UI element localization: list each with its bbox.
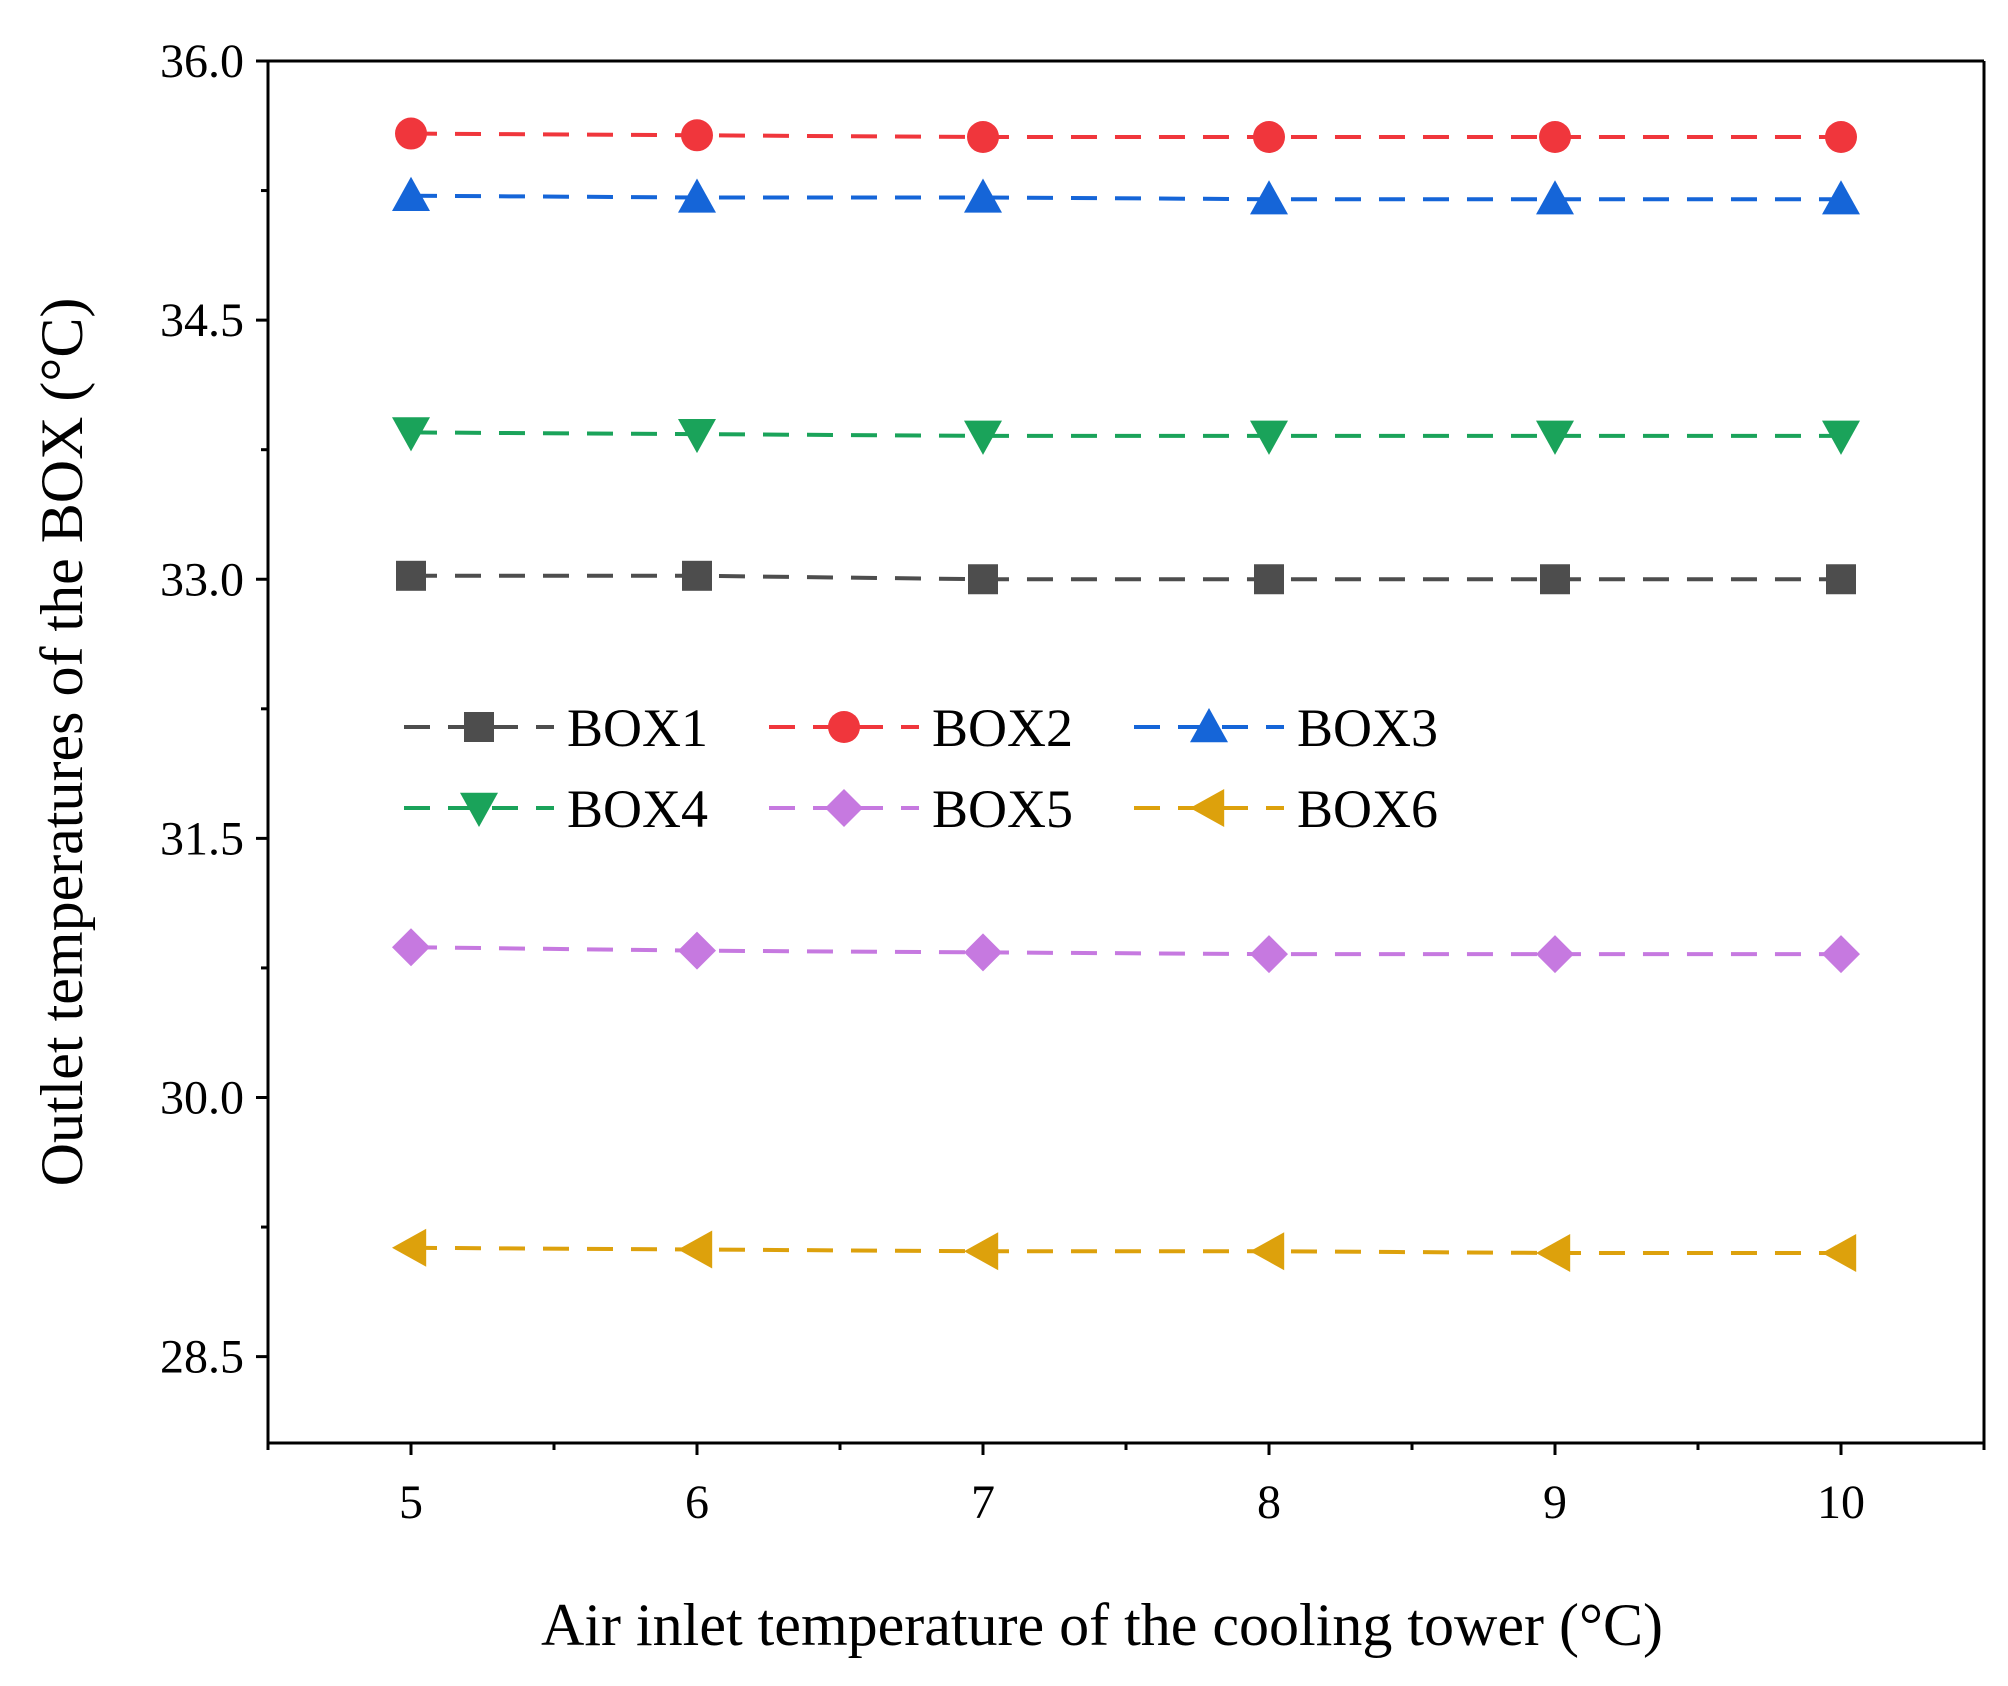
series-line-box5 bbox=[410, 945, 1841, 957]
series-layer bbox=[392, 117, 1860, 1272]
data-point-box6-x5 bbox=[392, 1228, 427, 1267]
data-point-box3-x9 bbox=[1536, 180, 1574, 215]
legend-item-box6: BOX6 bbox=[1134, 779, 1438, 839]
data-point-box4-x6 bbox=[678, 418, 716, 454]
data-point-box3-x5 bbox=[392, 176, 430, 211]
y-axis-title: Outlet temperatures of the BOX (°C) bbox=[29, 298, 95, 1187]
legend-item-box5: BOX5 bbox=[769, 779, 1073, 839]
legend-item-box2: BOX2 bbox=[769, 698, 1073, 758]
x-tick-label: 5 bbox=[399, 1476, 423, 1529]
data-point-box5-x8 bbox=[1250, 935, 1288, 974]
data-point-box4-x10 bbox=[1822, 420, 1860, 455]
series-box4 bbox=[392, 417, 1860, 455]
data-point-box2-x7 bbox=[967, 121, 999, 154]
series-line-box6 bbox=[410, 1245, 1841, 1255]
series-box5 bbox=[392, 928, 1860, 974]
series-box6 bbox=[392, 1228, 1857, 1272]
x-axis-title: Air inlet temperature of the cooling tow… bbox=[541, 1592, 1663, 1658]
axes-layer: 28.5 30.0 31.5 33.0 34.5 36.0 5 6 7 8 9 10 bbox=[160, 35, 1986, 1529]
x-tick-label: 6 bbox=[685, 1476, 709, 1529]
x-tick-label: 9 bbox=[1543, 1476, 1567, 1529]
legend-marker-box6 bbox=[1190, 789, 1225, 827]
data-point-box3-x10 bbox=[1822, 180, 1860, 215]
data-point-box1-x5 bbox=[396, 560, 426, 591]
legend-marker-box3 bbox=[1190, 708, 1228, 743]
data-point-box3-x7 bbox=[964, 178, 1002, 213]
series-line-box1 bbox=[411, 573, 1841, 582]
data-point-box5-x7 bbox=[964, 933, 1002, 972]
data-point-box2-x8 bbox=[1253, 121, 1285, 154]
data-point-box4-x5 bbox=[392, 417, 430, 452]
legend-item-box4: BOX4 bbox=[404, 779, 708, 839]
y-tick-label: 31.5 bbox=[160, 812, 244, 865]
legend-marker-box4 bbox=[460, 792, 498, 827]
data-point-box6-x10 bbox=[1822, 1233, 1857, 1272]
data-point-box5-x5 bbox=[392, 928, 430, 967]
x-tick-label: 7 bbox=[971, 1476, 995, 1529]
data-point-box1-x10 bbox=[1826, 564, 1856, 595]
series-line-box2 bbox=[410, 131, 1841, 140]
legend-label-box3: BOX3 bbox=[1297, 698, 1438, 758]
series-box1 bbox=[396, 560, 1856, 595]
data-point-box4-x9 bbox=[1536, 420, 1574, 455]
legend-label-box1: BOX1 bbox=[567, 698, 708, 758]
y-tick-label: 30.0 bbox=[160, 1072, 244, 1125]
series-box2 bbox=[395, 117, 1857, 154]
data-point-box5-x6 bbox=[678, 931, 716, 970]
data-point-box3-x8 bbox=[1250, 180, 1288, 215]
data-point-box2-x10 bbox=[1825, 121, 1857, 154]
y-tick-label: 28.5 bbox=[160, 1331, 244, 1384]
data-point-box1-x6 bbox=[682, 560, 712, 591]
legend-label-box6: BOX6 bbox=[1297, 779, 1438, 839]
data-point-box6-x7 bbox=[964, 1232, 999, 1271]
data-point-box1-x7 bbox=[968, 564, 998, 595]
data-point-box5-x9 bbox=[1536, 935, 1574, 974]
y-tick-label: 33.0 bbox=[160, 553, 244, 606]
legend-label-box2: BOX2 bbox=[932, 698, 1073, 758]
legend-label-box4: BOX4 bbox=[567, 779, 708, 839]
legend-marker-box2 bbox=[828, 711, 860, 743]
legend-item-box1: BOX1 bbox=[404, 698, 708, 758]
y-tick-label: 36.0 bbox=[160, 35, 244, 88]
legend-item-box3: BOX3 bbox=[1134, 698, 1438, 758]
data-point-box6-x8 bbox=[1250, 1232, 1285, 1271]
data-point-box1-x9 bbox=[1540, 564, 1570, 595]
data-point-box6-x9 bbox=[1536, 1233, 1571, 1272]
legend-marker-box1 bbox=[464, 712, 494, 742]
data-point-box5-x10 bbox=[1822, 935, 1860, 974]
y-tick-label: 34.5 bbox=[160, 294, 244, 347]
legend-label-box5: BOX5 bbox=[932, 779, 1073, 839]
series-line-box4 bbox=[410, 430, 1841, 438]
series-line-box3 bbox=[410, 193, 1841, 202]
data-point-box4-x7 bbox=[964, 420, 1002, 455]
legend: BOX1 BOX2 BOX3 BOX4 BOX5 BOX6 bbox=[404, 698, 1438, 839]
data-point-box3-x6 bbox=[678, 178, 716, 213]
legend-marker-box5 bbox=[825, 789, 863, 827]
data-point-box2-x9 bbox=[1539, 121, 1571, 154]
data-point-box1-x8 bbox=[1254, 564, 1284, 595]
x-tick-label: 8 bbox=[1257, 1476, 1281, 1529]
data-point-box2-x5 bbox=[395, 117, 427, 150]
series-box3 bbox=[392, 176, 1860, 215]
data-point-box6-x6 bbox=[678, 1230, 713, 1269]
data-point-box4-x8 bbox=[1250, 420, 1288, 455]
data-point-box2-x6 bbox=[681, 119, 713, 152]
x-tick-label: 10 bbox=[1817, 1476, 1865, 1529]
